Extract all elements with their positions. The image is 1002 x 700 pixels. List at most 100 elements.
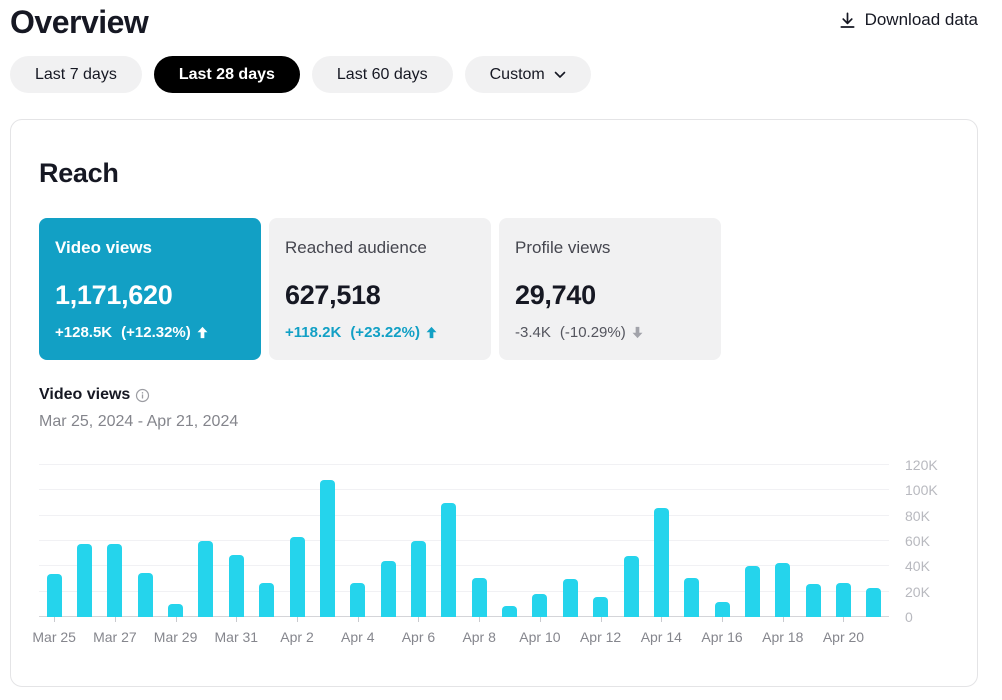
chart-plot xyxy=(39,448,889,622)
arrow-up-icon xyxy=(196,326,209,339)
chart-gridline xyxy=(39,464,889,465)
bar-apr-7[interactable] xyxy=(441,503,457,617)
info-icon[interactable] xyxy=(135,388,150,403)
x-axis-tick xyxy=(175,617,177,622)
overview-page: Overview Download data Last 7 days Last … xyxy=(10,0,978,687)
bar-slot xyxy=(282,448,312,617)
filter-last-28-days[interactable]: Last 28 days xyxy=(153,56,300,93)
x-axis-label: Apr 14 xyxy=(640,629,682,645)
filter-last-60-days[interactable]: Last 60 days xyxy=(311,56,453,93)
metric-delta: +128.5K (+12.32%) xyxy=(55,324,245,341)
x-axis-tick xyxy=(297,617,299,622)
x-axis-tick xyxy=(722,617,724,622)
x-axis-tick xyxy=(600,617,602,622)
bar-slot xyxy=(646,448,676,617)
bar-slot xyxy=(100,448,130,617)
delta-percent: (+12.32%) xyxy=(121,323,191,341)
bar-slot xyxy=(373,448,403,617)
x-axis-label: Mar 27 xyxy=(93,629,137,645)
bar-apr-14[interactable] xyxy=(653,508,669,617)
bar-slot xyxy=(707,448,737,617)
metric-value: 29,740 xyxy=(515,279,596,310)
filter-last-7-days[interactable]: Last 7 days xyxy=(10,56,142,93)
bar-apr-21[interactable] xyxy=(866,587,882,617)
metric-value: 627,518 xyxy=(285,279,381,310)
y-axis-label: 20K xyxy=(905,583,930,600)
bar-mar-27[interactable] xyxy=(107,543,123,617)
y-axis-label: 0 xyxy=(905,609,913,625)
x-axis-label: Apr 4 xyxy=(341,629,375,645)
bar-apr-3[interactable] xyxy=(319,480,335,617)
x-axis-label: Apr 12 xyxy=(579,629,622,645)
chart-gridline xyxy=(39,540,889,541)
arrow-up-icon xyxy=(425,326,438,339)
x-axis-label: Apr 2 xyxy=(280,629,314,645)
bar-apr-10[interactable] xyxy=(532,594,548,617)
x-axis-tick xyxy=(114,617,116,622)
metric-label: Reached audience xyxy=(285,237,427,257)
bar-mar-26[interactable] xyxy=(77,543,93,617)
x-axis-label: Apr 6 xyxy=(401,629,436,645)
metric-delta: +118.2K (+23.22%) xyxy=(285,324,475,341)
x-axis-label: Apr 8 xyxy=(462,629,496,645)
download-label: Download data xyxy=(864,10,978,29)
metric-tiles: Video views 1,171,620 +128.5K (+12.32%) … xyxy=(39,218,949,360)
filter-custom[interactable]: Custom xyxy=(464,56,591,93)
bar-mar-30[interactable] xyxy=(198,541,214,617)
bar-mar-29[interactable] xyxy=(168,604,184,617)
download-data-button[interactable]: Download data xyxy=(838,10,978,30)
x-axis-label: Apr 20 xyxy=(822,629,865,645)
bar-slot xyxy=(343,448,373,617)
chevron-down-icon xyxy=(554,71,566,79)
bar-slot xyxy=(828,448,858,617)
filter-label: Last 60 days xyxy=(336,65,428,83)
chart-date-range: Mar 25, 2024 - Apr 21, 2024 xyxy=(39,413,239,430)
bar-slot xyxy=(677,448,707,617)
bar-mar-28[interactable] xyxy=(137,572,153,617)
chart-gridline xyxy=(39,565,889,567)
metric-tile-video-views[interactable]: Video views 1,171,620 +128.5K (+12.32%) xyxy=(39,218,261,360)
bar-mar-25[interactable] xyxy=(46,573,62,617)
bar-apr-13[interactable] xyxy=(623,556,639,617)
bar-mar-31[interactable] xyxy=(228,554,244,617)
bar-slot xyxy=(798,448,828,617)
y-axis-label: 120K xyxy=(905,457,938,473)
bar-apr-4[interactable] xyxy=(350,582,366,617)
y-axis-label: 60K xyxy=(905,533,930,549)
bar-apr-6[interactable] xyxy=(410,541,426,617)
x-axis-label: Apr 18 xyxy=(762,629,804,645)
bar-slot xyxy=(39,448,69,617)
bar-apr-17[interactable] xyxy=(744,566,760,617)
x-axis-label: Mar 31 xyxy=(214,629,259,645)
y-axis-label: 100K xyxy=(905,482,938,499)
metric-tile-reached-audience[interactable]: Reached audience 627,518 +118.2K (+23.22… xyxy=(269,218,491,360)
download-icon xyxy=(838,11,857,30)
bar-apr-12[interactable] xyxy=(593,596,609,617)
bar-apr-11[interactable] xyxy=(562,579,578,617)
chart-x-axis: Mar 25 Mar 27 Mar 29 Mar 31 Apr 2 Apr 4 Apr 6 A… xyxy=(32,617,889,651)
bar-apr-5[interactable] xyxy=(380,561,396,617)
bar-slot xyxy=(585,448,615,617)
bar-apr-19[interactable] xyxy=(805,584,821,617)
reach-heading: Reach xyxy=(39,158,119,188)
bar-apr-20[interactable] xyxy=(836,582,852,617)
bar-slot xyxy=(616,448,646,617)
bar-slot xyxy=(494,448,524,617)
bar-apr-15[interactable] xyxy=(684,577,700,617)
chart-gridline xyxy=(39,590,889,592)
x-axis-tick xyxy=(418,617,420,622)
bar-apr-9[interactable] xyxy=(502,605,518,617)
x-axis-tick xyxy=(539,617,541,622)
bar-apr-2[interactable] xyxy=(289,537,305,617)
metric-tile-profile-views[interactable]: Profile views 29,740 -3.4K (-10.29%) xyxy=(499,218,721,360)
arrow-down-icon xyxy=(631,326,644,339)
bar-apr-18[interactable] xyxy=(775,562,791,617)
bar-slot xyxy=(859,448,889,617)
bar-apr-8[interactable] xyxy=(471,577,487,617)
filter-label: Last 7 days xyxy=(35,65,117,83)
y-axis-label: 80K xyxy=(905,507,930,524)
bar-apr-16[interactable] xyxy=(714,601,730,617)
bar-apr-1[interactable] xyxy=(259,582,275,617)
bar-slot xyxy=(464,448,494,617)
top-bar: Overview Download data xyxy=(10,2,978,42)
